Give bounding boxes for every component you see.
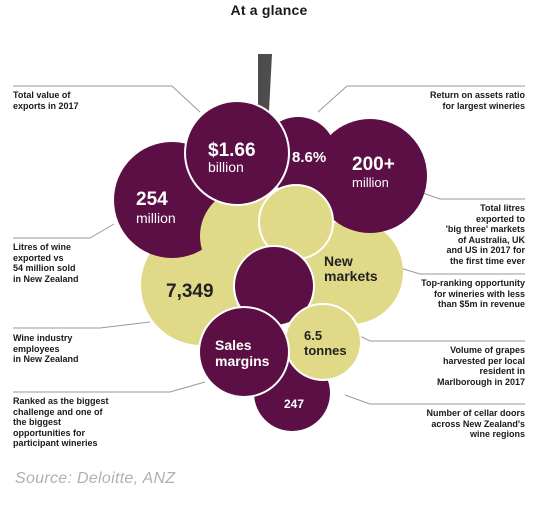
label-opportunity: Top-ranking opportunity for wineries wit… <box>421 278 525 310</box>
label-line: exports in 2017 <box>13 100 79 111</box>
leader-lines <box>13 85 525 405</box>
label-exports: Total value of exports in 2017 <box>13 90 79 111</box>
label-line: Marlborough in 2017 <box>436 376 525 387</box>
cellar-doors-value: 247 <box>284 397 304 411</box>
label-line: the biggest <box>13 417 62 427</box>
litres-unit: million <box>136 210 176 226</box>
page-title: At a glance <box>230 2 308 18</box>
label-line: for wineries with less <box>433 288 525 299</box>
label-employees: Wine industry employees in New Zealand <box>13 333 79 365</box>
label-line: Volume of grapes <box>450 345 525 355</box>
exports-unit: billion <box>208 159 244 175</box>
label-line: of Australia, UK <box>457 234 525 245</box>
label-line: opportunities for <box>13 427 85 438</box>
label-litres: Litres of wine exported vs 54 million so… <box>13 242 79 284</box>
label-line: employees <box>13 343 60 354</box>
label-grapes: Volume of grapes harvested per local res… <box>437 345 525 387</box>
sales-line2: margins <box>215 353 270 369</box>
label-line: 'big three' markets <box>445 224 525 234</box>
leader-roa <box>317 85 525 113</box>
big-three-bubble <box>313 119 427 233</box>
grapes-value: 6.5 <box>304 328 322 343</box>
source-credit: Source: Deloitte, ANZ <box>15 470 176 487</box>
label-line: Total value of <box>13 90 71 100</box>
employees-value: 7,349 <box>166 281 214 302</box>
label-line: wine regions <box>469 429 525 439</box>
leader-cellar <box>344 394 525 405</box>
label-line: challenge and one of <box>13 406 103 417</box>
exports-bubble <box>184 100 290 206</box>
label-line: Wine industry <box>13 333 73 343</box>
label-line: Return on assets ratio <box>429 90 525 100</box>
big-three-value: 200+ <box>352 154 395 175</box>
sales-line1: Sales <box>215 337 252 353</box>
label-line: Ranked as the biggest <box>13 396 109 406</box>
new-markets-line1: New <box>324 253 353 269</box>
leader-challenge <box>13 381 206 393</box>
new-markets-line2: markets <box>324 268 378 284</box>
label-line: exported vs <box>13 252 64 263</box>
big-three-unit: million <box>352 175 389 190</box>
label-line: across New Zealand's <box>431 418 525 429</box>
leader-big-three <box>419 191 525 200</box>
label-line: resident in <box>479 366 525 376</box>
label-line: in New Zealand <box>13 354 79 364</box>
grapes-unit: tonnes <box>304 343 347 358</box>
label-line: Litres of wine <box>13 242 72 252</box>
label-line: exported to <box>475 213 525 224</box>
label-line: Top-ranking opportunity <box>421 278 525 288</box>
leader-employees <box>13 321 151 329</box>
label-roa: Return on assets ratio for largest winer… <box>430 90 525 111</box>
leader-exports <box>13 85 201 113</box>
leader-opportunity <box>399 267 525 275</box>
roa-value: 8.6% <box>292 149 326 166</box>
label-cellar: Number of cellar doors across New Zealan… <box>426 408 525 440</box>
label-challenge: Ranked as the biggest challenge and one … <box>13 396 109 449</box>
label-line: and US in 2017 for <box>446 245 525 255</box>
label-line: Total litres <box>480 203 525 213</box>
label-line: 54 million sold <box>13 263 76 273</box>
label-line: in New Zealand <box>13 273 79 284</box>
label-line: participant wineries <box>13 438 98 448</box>
litres-value: 254 <box>136 189 168 210</box>
label-big-three: Total litres exported to 'big three' mar… <box>446 203 525 266</box>
label-line: than $5m in revenue <box>437 299 525 309</box>
label-line: harvested per local <box>442 355 525 366</box>
leader-litres <box>13 223 115 239</box>
grapes-bubble <box>284 303 362 381</box>
label-line: for largest wineries <box>442 100 525 111</box>
exports-value: $1.66 <box>208 140 256 161</box>
sales-margins-bubble <box>198 306 290 398</box>
label-line: the first time ever <box>449 255 525 266</box>
leader-grapes <box>357 334 525 342</box>
label-line: Number of cellar doors <box>426 408 525 418</box>
